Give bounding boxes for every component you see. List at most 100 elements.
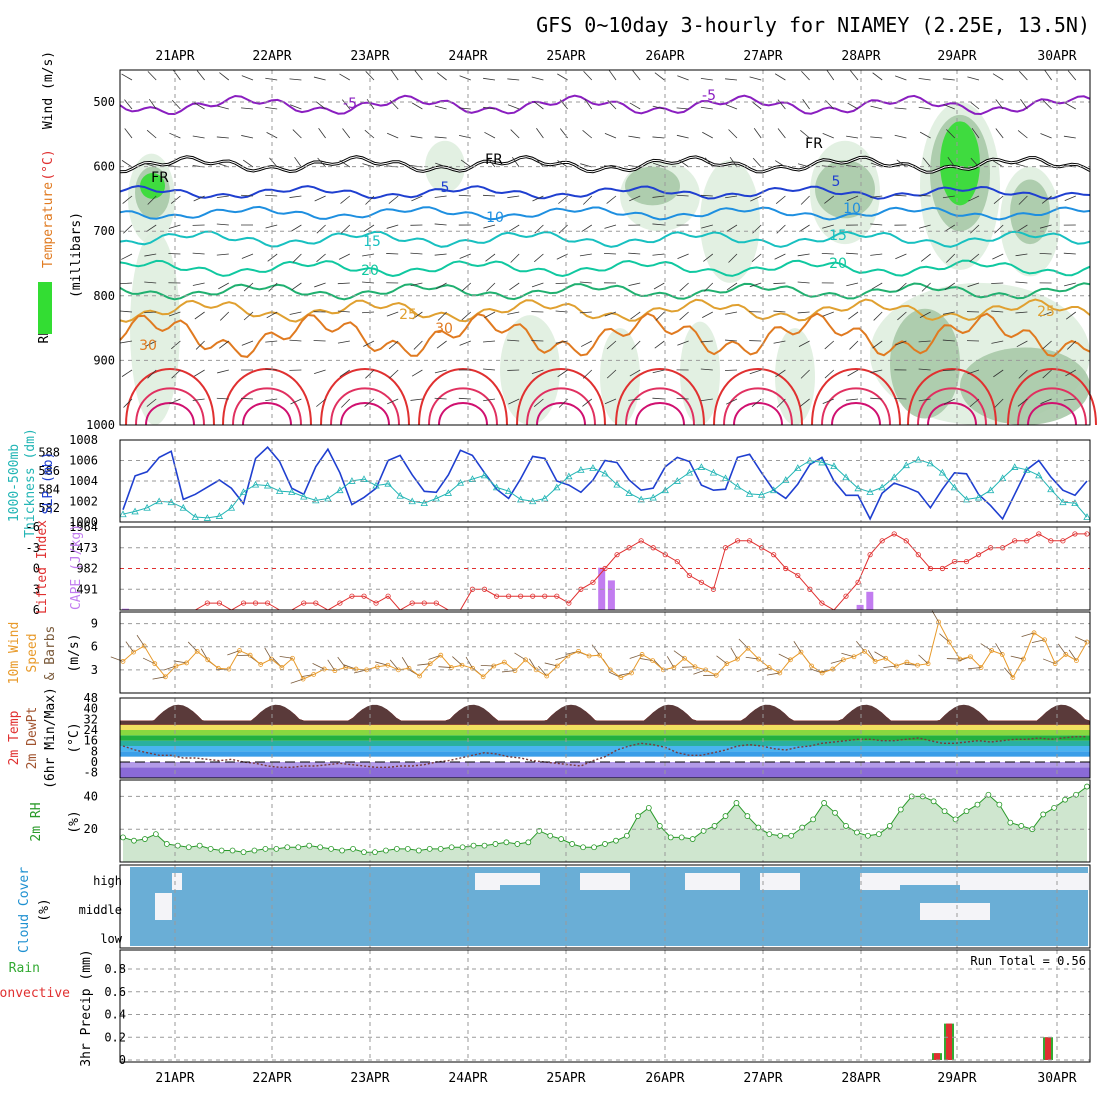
rh-area — [123, 786, 1087, 862]
wind-barb — [797, 253, 810, 257]
rh-point — [974, 801, 981, 808]
wind-barb — [458, 194, 471, 197]
rh-point — [777, 832, 784, 839]
wind-barb — [508, 398, 520, 405]
wind-barb — [507, 104, 520, 110]
wind-barb — [606, 340, 617, 350]
wind10-barb — [417, 663, 431, 666]
rh-point — [569, 841, 576, 847]
wind-barb — [629, 369, 641, 377]
wind-barb — [969, 101, 980, 110]
wind-barb — [557, 160, 568, 168]
cape-bar — [607, 580, 615, 610]
wind-barb — [870, 136, 883, 139]
rh-point — [591, 844, 597, 851]
wind-barb — [365, 71, 375, 81]
surface-temperature-contour — [723, 387, 793, 426]
top-date-label: 26APR — [645, 49, 684, 64]
cloud-gap — [500, 873, 540, 885]
rh-point — [361, 849, 367, 856]
cloud-tick-label: middle — [79, 903, 122, 917]
wind-barb — [749, 369, 762, 375]
wind-barb — [918, 368, 931, 371]
wind-barb — [628, 252, 641, 255]
wind-barb — [289, 311, 302, 315]
wind-barb — [1064, 282, 1076, 287]
wind-barb — [386, 311, 399, 317]
wind-barb — [725, 78, 738, 81]
wind-barb — [435, 282, 447, 290]
rh-point — [448, 844, 455, 851]
wind-barb — [700, 77, 713, 81]
temperature-band — [120, 762, 1090, 768]
temperature-band — [120, 751, 1090, 757]
wind-barb — [316, 253, 326, 263]
top-date-label: 22APR — [252, 49, 291, 64]
wind10-axis-label: Speed — [25, 633, 40, 672]
wind-barb — [316, 224, 326, 234]
wind-barb — [460, 159, 472, 168]
wind-barb — [124, 99, 133, 110]
thickness-point — [938, 468, 947, 476]
thickness-series-line — [122, 459, 1088, 519]
wind-barb — [507, 195, 520, 199]
wind10-barb — [152, 676, 166, 680]
cloud-gap — [900, 873, 960, 885]
bottom-date-label: 28APR — [841, 1071, 880, 1086]
wind-barb — [824, 195, 835, 204]
wind10-barb — [968, 667, 982, 670]
wind-barb — [294, 156, 302, 168]
wind-point — [724, 661, 730, 667]
wind-barb — [822, 224, 834, 229]
surface-temperature-contour — [615, 368, 705, 426]
wind-barb — [873, 311, 883, 321]
wind-barb — [434, 397, 447, 400]
wind-barb — [992, 253, 1004, 260]
lifted-point — [807, 586, 813, 592]
rh-point — [229, 847, 236, 854]
wind10-barb — [389, 659, 399, 671]
lifted-tick-label: 0 — [33, 562, 40, 576]
wind-barb — [459, 253, 471, 259]
lifted-point — [1036, 531, 1042, 537]
surface-temperature-contour — [125, 368, 215, 426]
wind-barb — [968, 195, 980, 202]
wind-barb — [797, 311, 810, 314]
temp-tick-label: 24 — [84, 723, 98, 737]
rh-point — [350, 845, 356, 852]
pressure-tick-label: 600 — [93, 160, 115, 174]
wind-barb — [992, 73, 1004, 81]
rh-point — [1018, 823, 1025, 829]
wind-barb — [337, 282, 350, 285]
wind-barb — [1041, 195, 1052, 204]
wind-barb — [196, 70, 205, 81]
rh-point — [339, 847, 345, 854]
wind10-barb — [639, 658, 653, 661]
wind-barb — [362, 281, 375, 284]
wind-barb — [942, 195, 955, 199]
cloud-gap — [920, 903, 990, 920]
wind-barb — [146, 224, 157, 233]
lifted-tick-label: 6 — [33, 603, 40, 617]
temp-tick-label: 40 — [84, 702, 98, 716]
wind-barb — [847, 369, 859, 377]
wind-barb — [603, 253, 617, 255]
panel-frame-upper — [119, 69, 1091, 426]
thickness-point — [336, 486, 344, 494]
wind10-barb — [438, 666, 452, 668]
top-date-label: 30APR — [1037, 49, 1076, 64]
wind-barb — [775, 195, 786, 204]
wind-barb — [558, 224, 568, 234]
wind-barb — [991, 340, 1004, 344]
bottom-date-label: 30APR — [1037, 1071, 1076, 1086]
wind-barb — [775, 369, 786, 378]
wind-barb — [144, 253, 157, 257]
wind-barb — [361, 311, 375, 314]
wind-barb — [265, 368, 278, 371]
temp-axis-label: (°C) — [67, 722, 82, 753]
wind-barb — [434, 369, 447, 374]
panel-frame-precip — [119, 949, 1091, 1063]
cape-bar — [856, 604, 864, 610]
wind-barb — [168, 224, 181, 229]
